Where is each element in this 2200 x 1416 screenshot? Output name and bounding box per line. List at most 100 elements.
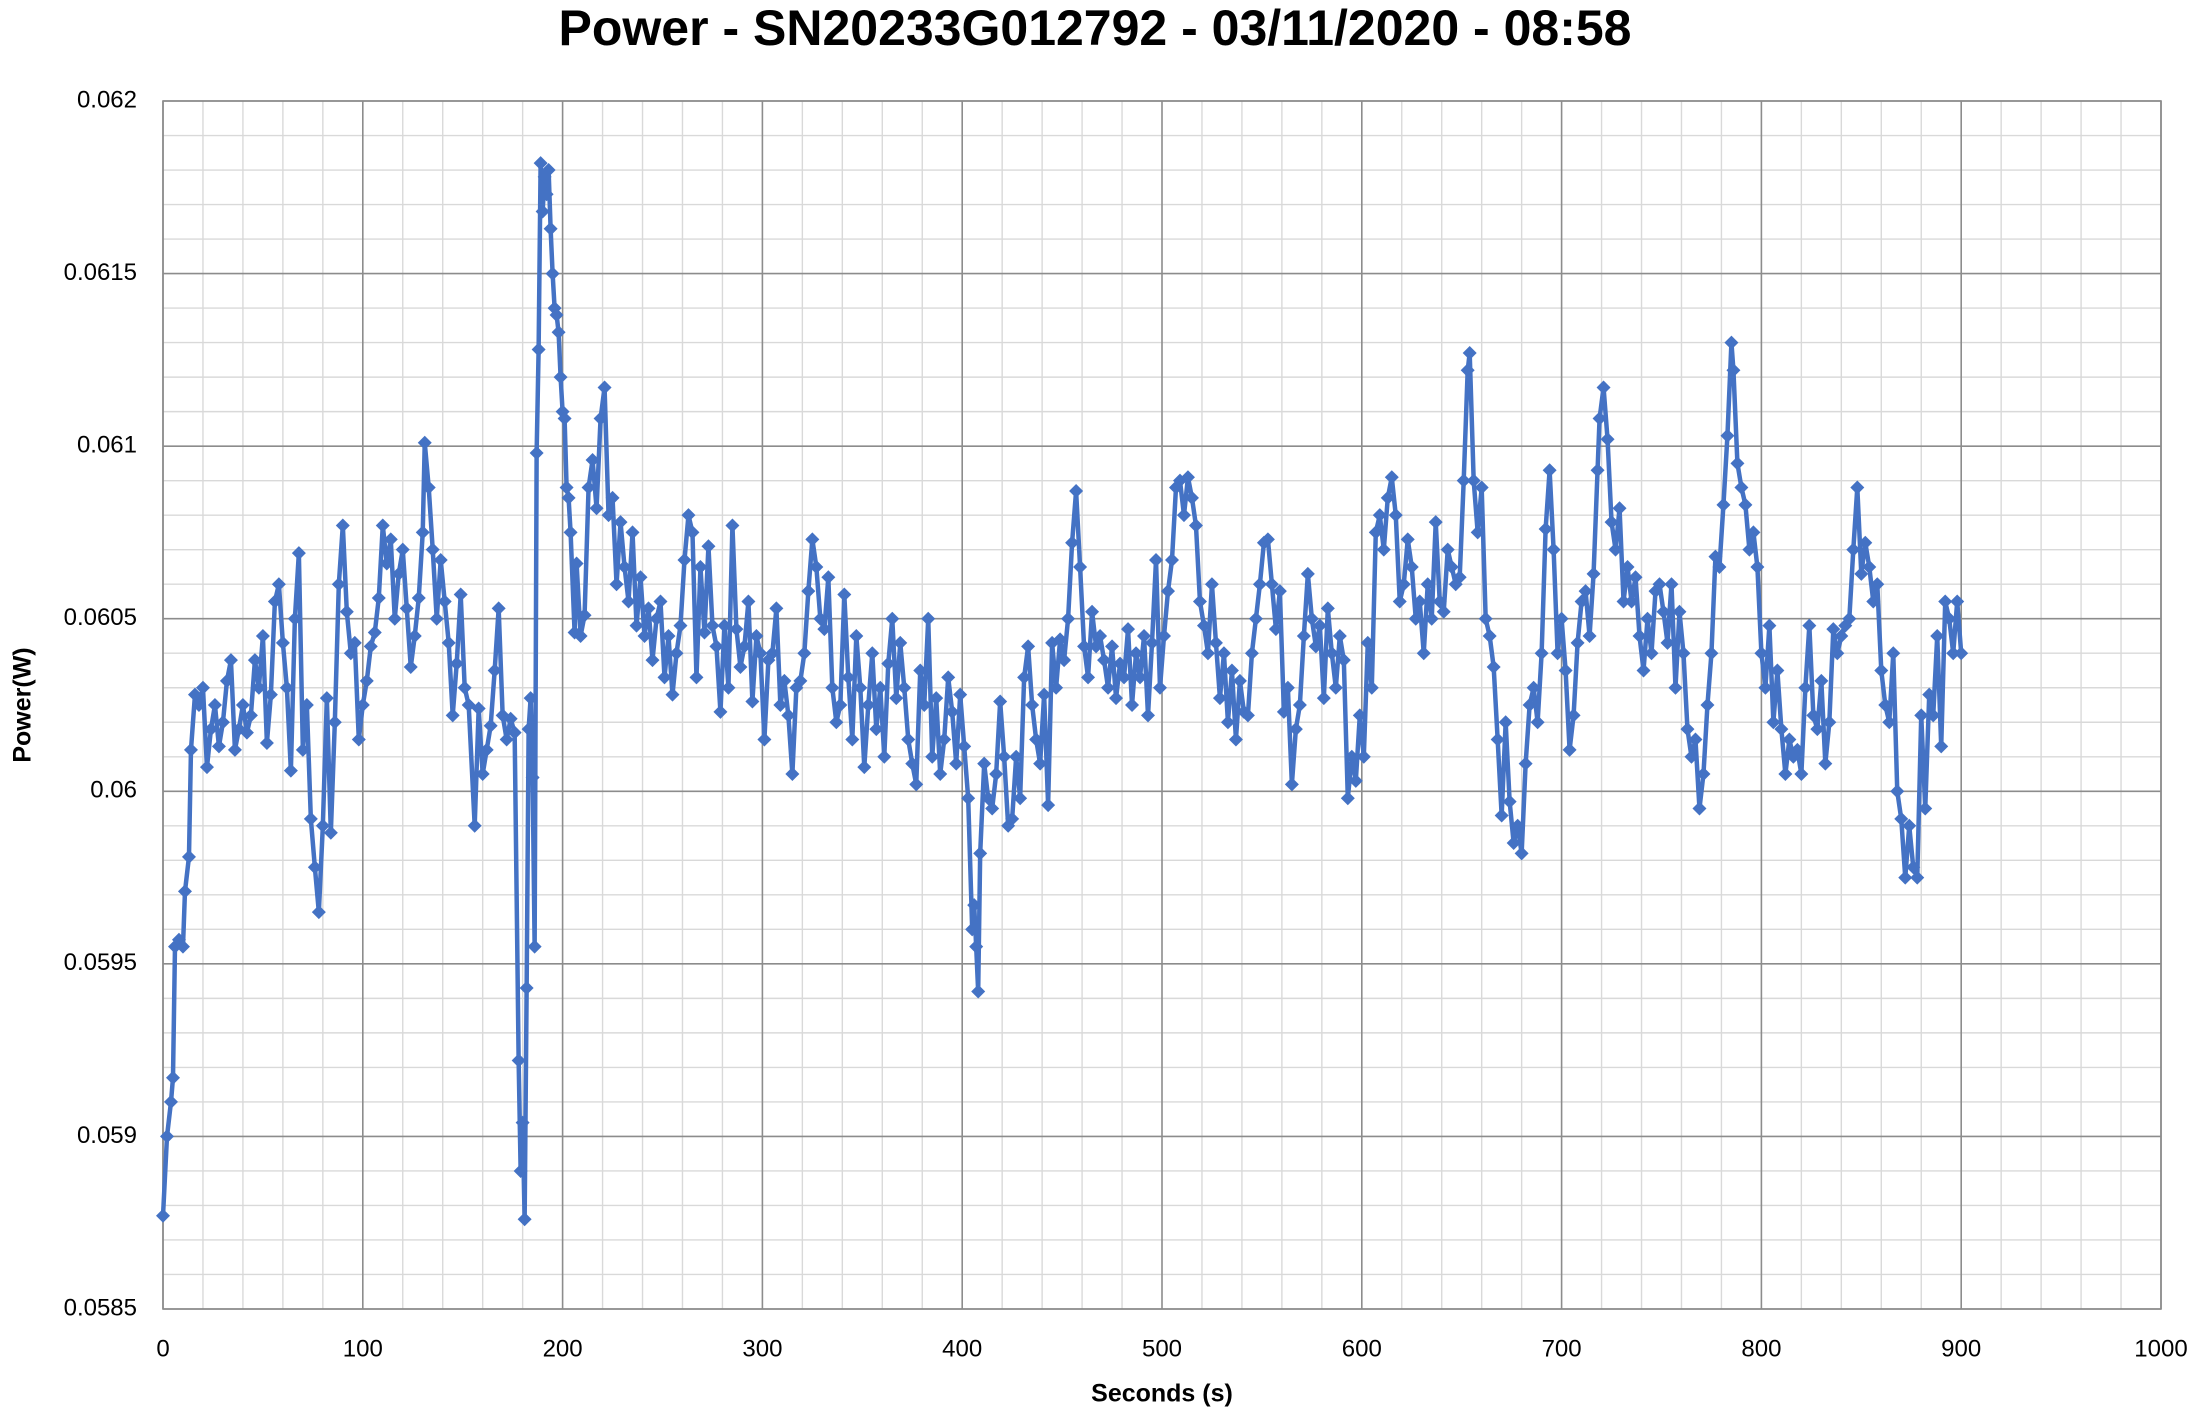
data-point [729,622,744,637]
data-point [1380,490,1395,505]
data-point [1200,646,1215,661]
data-point [299,698,314,712]
data-point [1340,791,1355,806]
data-point [1886,646,1901,661]
chart-title: Power - SN20233G012792 - 03/11/2020 - 08… [559,0,1632,56]
data-point [561,490,576,505]
data-point [215,715,230,730]
data-point [499,732,514,747]
data-point [1554,611,1569,626]
data-point [1762,618,1777,633]
data-point [1950,594,1965,609]
data-point [1688,732,1703,747]
data-point [1946,646,1961,661]
data-point [1672,604,1687,619]
data-point [1502,794,1517,809]
data-point [255,628,270,643]
data-point [1049,680,1064,695]
data-point [1164,553,1179,568]
data-point [1412,594,1427,609]
data-point [529,446,544,461]
data-point [1025,698,1040,712]
data-point [449,656,464,671]
data-point [877,749,892,764]
data-point [1798,680,1813,695]
data-point [513,1163,528,1178]
data-point [1069,484,1084,499]
data-point [1057,653,1072,668]
data-point [1636,663,1651,678]
data-point [1240,708,1255,723]
data-point [1866,594,1881,609]
data-point [1436,604,1451,619]
data-point [367,625,382,640]
data-point [387,611,402,626]
data-point [1404,559,1419,574]
data-point [1530,715,1545,730]
data-point [307,860,322,875]
data-point [1894,811,1909,826]
data-point [375,518,390,533]
data-point [1514,846,1529,861]
data-point [279,680,294,695]
data-point [263,687,278,702]
data-point [797,646,812,661]
data-point [773,698,788,712]
data-point [889,691,904,706]
data-point [1716,497,1731,512]
data-point [873,680,888,695]
data-point [523,691,538,706]
data-point [1774,722,1789,737]
data-point [1854,566,1869,581]
data-point [1754,646,1769,661]
data-point [1320,601,1335,616]
data-point [785,767,800,782]
x-tick-label: 200 [543,1335,583,1362]
data-point [1344,749,1359,764]
data-point [1466,473,1481,488]
data-point [1842,611,1857,626]
data-point [1356,749,1371,764]
x-tick-label: 400 [942,1335,982,1362]
data-point [445,708,460,723]
data-point [267,594,282,609]
y-tick-label: 0.0615 [64,259,137,286]
data-point [1196,618,1211,633]
data-point [933,767,948,782]
data-point [1184,490,1199,505]
data-point [957,739,972,754]
data-point [411,591,426,606]
data-point [1522,698,1537,712]
data-point [845,732,860,747]
data-point [1348,773,1363,788]
data-point [1608,542,1623,557]
data-point [437,594,452,609]
data-point [1252,577,1267,592]
data-point [585,452,600,467]
data-point [1684,749,1699,764]
data-point [1582,628,1597,643]
data-point [1862,559,1877,574]
data-point [617,559,632,574]
data-point [1013,791,1028,806]
data-point [1620,559,1635,574]
data-point [1296,628,1311,643]
data-point [259,735,274,750]
data-point [343,646,358,661]
data-point [865,646,880,661]
data-point [483,718,498,733]
data-point [1818,756,1833,771]
data-point [669,646,684,661]
data-point [1097,653,1112,668]
data-point [1005,811,1020,826]
data-point [559,480,574,495]
data-point [1890,784,1905,799]
data-point [1312,618,1327,633]
data-point [661,628,676,643]
x-tick-label: 1000 [2134,1335,2187,1362]
data-point [417,435,432,450]
data-point [725,518,740,533]
data-point [965,922,980,937]
data-point [817,622,832,637]
data-point [479,742,494,757]
